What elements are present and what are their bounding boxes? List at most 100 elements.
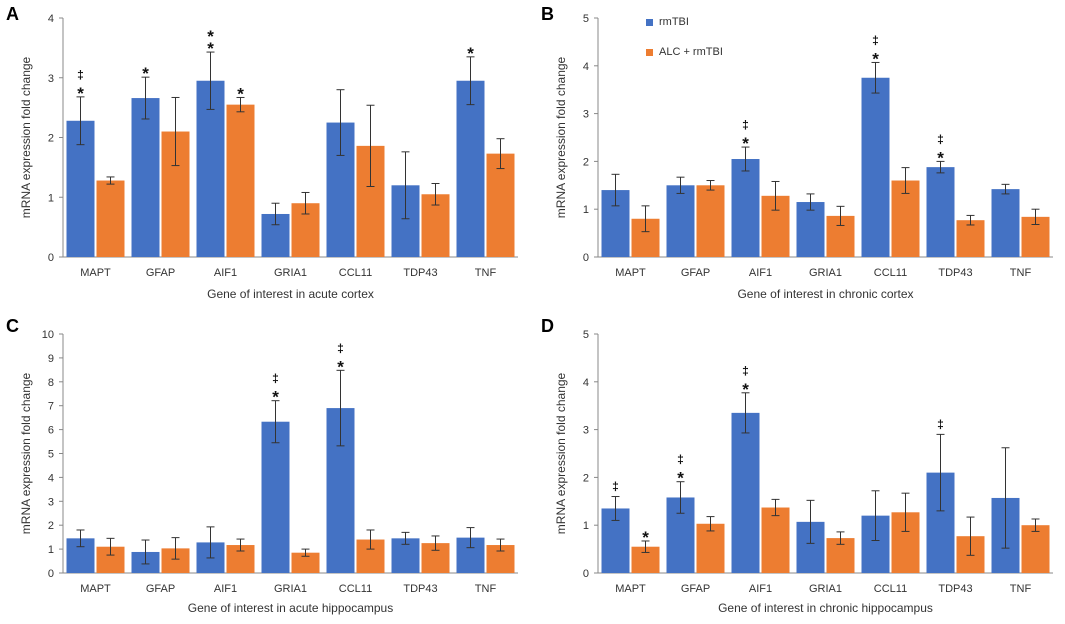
bar-alc-rmtbi-tdp43 [956,220,985,257]
y-tick-label: 3 [48,496,54,508]
x-axis-label-d: Gene of interest in chronic hippocampus [718,601,933,615]
y-axis-label-b: mRNA expression fold change [554,56,568,218]
y-tick-label: 4 [583,61,589,73]
chart-panel-a: A 0 1 2 3 4 mRNA expression fold change Gene of… [6,4,518,301]
bar-rmtbi-ccl11 [861,77,890,257]
significance-star: * [207,39,214,58]
bar-alc-rmtbi-tnf [486,153,515,257]
bar-alc-rmtbi-tnf [1021,525,1050,573]
x-tick-label: GRIA1 [274,583,307,595]
bar-alc-rmtbi-gfap [696,523,725,573]
y-tick-label: 0 [48,252,54,264]
significance-star: * [237,84,244,103]
bar-rmtbi-tnf [456,80,485,257]
x-tick-label: TDP43 [938,267,972,279]
x-tick-label: CCL11 [874,267,907,279]
legend-swatch-alc-rmtbi [646,48,653,56]
panel-letter-b: B [541,4,554,24]
y-tick-label: 1 [48,544,54,556]
significance-star: * [642,528,649,547]
y-tick-label: 2 [583,156,589,168]
y-tick-label: 4 [48,472,54,484]
x-tick-label: TDP43 [938,583,972,595]
y-tick-label: 6 [48,425,54,437]
bar-rmtbi-gfap [131,98,160,257]
x-tick-label: GRIA1 [809,583,842,595]
x-tick-label: AIF1 [749,267,772,279]
y-tick-label: 9 [48,353,54,365]
bar-rmtbi-gria1 [796,202,825,257]
x-tick-label: TNF [475,583,497,595]
x-tick-label: TDP43 [403,583,437,595]
x-tick-label: GFAP [146,583,175,595]
bar-rmtbi-aif1 [196,80,225,257]
x-tick-label: AIF1 [749,583,772,595]
bar-rmtbi-aif1 [731,159,760,257]
panel-letter-c: C [6,316,19,336]
x-tick-label: GRIA1 [274,267,307,279]
significance-dagger: ‡ [937,417,944,431]
chart-panel-b: B 0 1 2 3 4 5 mRNA expression fold change Gene o… [541,4,1053,301]
significance-star: * [142,64,149,83]
x-axis-label-a: Gene of interest in acute cortex [207,287,374,301]
legend-swatch-rmtbi [646,18,653,26]
x-tick-label: AIF1 [214,583,237,595]
legend-label-rmtbi: rmTBI [659,16,689,28]
y-axis-label-d: mRNA expression fold change [554,372,568,534]
y-tick-label: 0 [583,568,589,580]
x-axis-label-b: Gene of interest in chronic cortex [737,287,913,301]
panel-letter-d: D [541,316,554,336]
x-tick-label: TNF [1010,267,1032,279]
x-tick-label: GFAP [681,583,710,595]
chart-legend: rmTBI ALC + rmTBI [646,14,723,74]
bar-rmtbi-gfap [666,185,695,257]
significance-dagger: ‡ [272,372,279,386]
significance-star: * [77,84,84,103]
significance-star: * [337,357,344,376]
y-axis-label-c: mRNA expression fold change [19,372,33,534]
significance-star: * [742,380,749,399]
y-tick-label: 4 [583,377,589,389]
y-tick-label: 5 [583,13,589,25]
x-tick-label: CCL11 [874,583,907,595]
y-tick-label: 2 [48,520,54,532]
bar-rmtbi-aif1 [731,412,760,573]
bar-rmtbi-gria1 [261,421,290,573]
significance-star: * [272,388,279,407]
x-tick-label: TNF [1010,583,1032,595]
y-tick-label: 0 [583,252,589,264]
bar-rmtbi-tnf [991,189,1020,257]
significance-dagger: ‡ [337,341,344,355]
significance-dagger: ‡ [872,33,879,47]
x-tick-label: AIF1 [214,267,237,279]
bar-alc-rmtbi-aif1 [226,104,255,257]
panel-letter-a: A [6,4,19,24]
y-tick-label: 5 [583,329,589,341]
bar-rmtbi-tdp43 [926,167,955,257]
significance-dagger: ‡ [77,68,84,82]
x-tick-label: MAPT [80,267,111,279]
y-tick-label: 3 [583,425,589,437]
x-tick-label: MAPT [80,583,111,595]
x-tick-label: GFAP [146,267,175,279]
significance-dagger: ‡ [742,118,749,132]
bar-alc-rmtbi-gfap [696,185,725,257]
y-axis-label-a: mRNA expression fold change [19,56,33,218]
significance-star: * [872,49,879,68]
x-tick-label: CCL11 [339,583,372,595]
y-tick-label: 10 [42,329,54,341]
x-tick-label: GFAP [681,267,710,279]
y-tick-label: 5 [48,449,54,461]
significance-star: * [467,44,474,63]
significance-star: * [937,148,944,167]
y-tick-label: 4 [48,13,54,25]
x-tick-label: MAPT [615,583,646,595]
y-tick-label: 3 [48,73,54,85]
significance-star: * [207,27,214,46]
bar-alc-rmtbi-mapt [96,180,125,257]
y-tick-label: 7 [48,401,54,413]
y-tick-label: 1 [48,192,54,204]
y-tick-label: 2 [48,133,54,145]
significance-star: * [742,134,749,153]
y-tick-label: 0 [48,568,54,580]
